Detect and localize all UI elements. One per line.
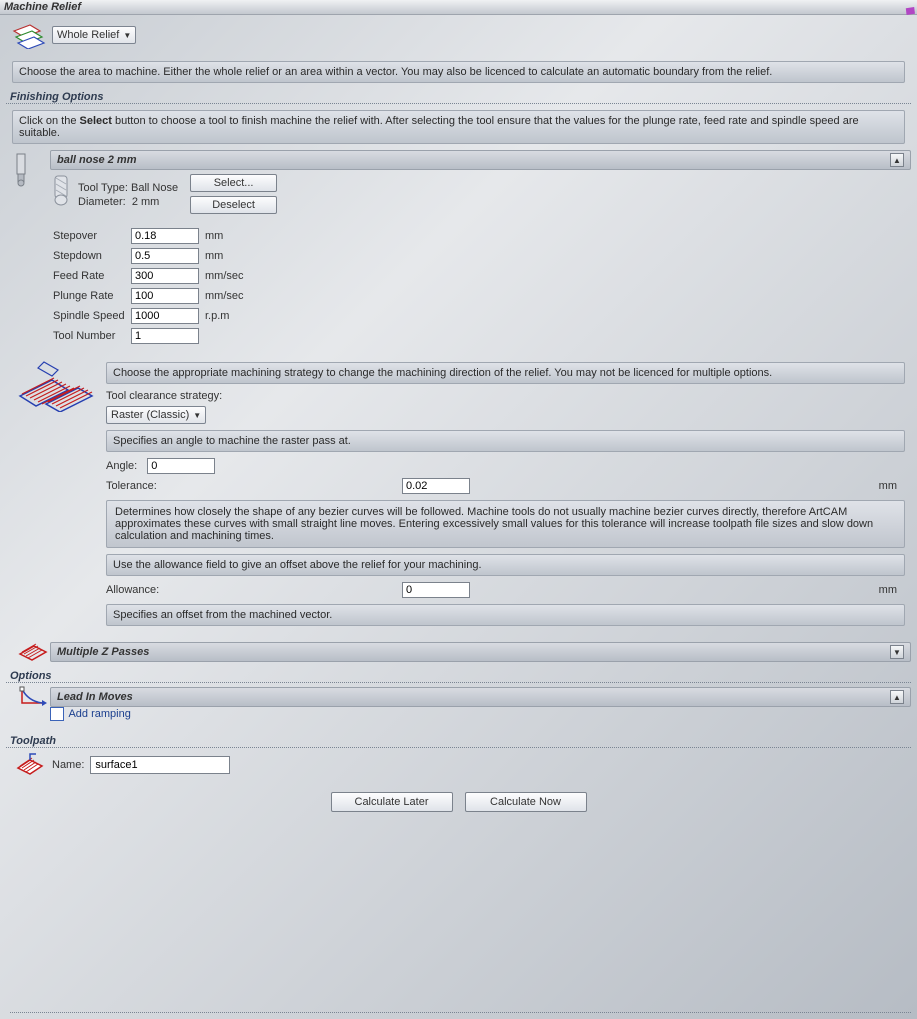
collapse-down-icon[interactable]: ▼ [890, 645, 904, 659]
finishing-title: Finishing Options [6, 89, 911, 104]
tool-tip-icon [50, 174, 72, 208]
tool-type-label: Tool Type: [78, 182, 128, 194]
param-unit: r.p.m [202, 306, 247, 326]
param-row: Stepdown mm [50, 246, 247, 266]
allowance-label: Allowance: [106, 584, 396, 596]
tool-type-value: Ball Nose [131, 182, 178, 194]
strategy-label: Tool clearance strategy: [106, 390, 905, 402]
strategy-dropdown-label: Raster (Classic) [111, 409, 189, 421]
strategy-info: Choose the appropriate machining strateg… [106, 362, 905, 384]
tool-params-table: Stepover mm Stepdown mm Feed Rate mm/sec Pl… [50, 226, 247, 346]
plungerate-input[interactable] [131, 288, 199, 304]
add-ramping-link[interactable]: Add ramping [68, 708, 130, 720]
tool-diameter-value: 2 mm [132, 196, 160, 208]
param-unit: mm/sec [202, 266, 247, 286]
tool-header-label: ball nose 2 mm [57, 154, 136, 166]
select-tool-button[interactable]: Select... [190, 174, 277, 192]
collapse-up-icon[interactable]: ▲ [890, 153, 904, 167]
param-row: Plunge Rate mm/sec [50, 286, 247, 306]
param-unit [202, 326, 247, 346]
allowance-unit: mm [879, 584, 905, 596]
param-label: Tool Number [50, 326, 128, 346]
toolnumber-input[interactable] [131, 328, 199, 344]
raster-strategy-icon [12, 356, 96, 412]
deselect-tool-button[interactable]: Deselect [190, 196, 277, 214]
multiz-header-label: Multiple Z Passes [57, 646, 149, 658]
stepover-input[interactable] [131, 228, 199, 244]
calculate-later-button[interactable]: Calculate Later [331, 792, 453, 812]
param-row: Stepover mm [50, 226, 247, 246]
collapse-up-icon[interactable]: ▲ [890, 690, 904, 704]
param-row: Spindle Speed r.p.m [50, 306, 247, 326]
tolerance-unit: mm [879, 480, 905, 492]
param-unit: mm [202, 246, 247, 266]
tolerance-label: Tolerance: [106, 480, 396, 492]
calculate-now-button[interactable]: Calculate Now [465, 792, 587, 812]
panel-title: Machine Relief ◆ [0, 0, 917, 15]
param-label: Feed Rate [50, 266, 128, 286]
area-dropdown[interactable]: Whole Relief ▼ [52, 26, 136, 44]
finishing-info-post: button to choose a tool to finish machin… [19, 115, 859, 139]
finishing-info-pre: Click on the [19, 115, 80, 127]
tool-bit-icon [12, 152, 30, 188]
tolerance-desc: Determines how closely the shape of any … [106, 500, 905, 548]
angle-input[interactable] [147, 458, 215, 474]
chevron-down-icon: ▼ [123, 31, 131, 40]
angle-info: Specifies an angle to machine the raster… [106, 430, 905, 452]
spindlespeed-input[interactable] [131, 308, 199, 324]
leadin-header-label: Lead In Moves [57, 691, 133, 703]
tolerance-input[interactable] [402, 478, 470, 494]
param-row: Feed Rate mm/sec [50, 266, 247, 286]
toolpath-name-label: Name: [52, 759, 84, 771]
multiz-header[interactable]: Multiple Z Passes ▼ [50, 642, 911, 662]
param-label: Stepdown [50, 246, 128, 266]
panel-title-text: Machine Relief [4, 1, 81, 13]
options-title: Options [6, 668, 911, 683]
strategy-dropdown[interactable]: Raster (Classic) ▼ [106, 406, 206, 424]
toolpath-icon [16, 752, 46, 778]
toolpath-name-input[interactable] [90, 756, 230, 774]
chevron-down-icon: ▼ [193, 411, 201, 420]
allowance-input[interactable] [402, 582, 470, 598]
toolpath-title: Toolpath [6, 733, 911, 748]
footer-divider [10, 1012, 911, 1013]
multiz-icon [18, 640, 48, 662]
tool-header[interactable]: ball nose 2 mm ▲ [50, 150, 911, 170]
add-ramping-checkbox[interactable] [50, 707, 64, 721]
param-label: Plunge Rate [50, 286, 128, 306]
leadin-icon [18, 685, 48, 711]
relief-area-icon [10, 21, 46, 49]
param-label: Stepover [50, 226, 128, 246]
param-row: Tool Number [50, 326, 247, 346]
allowance-desc: Specifies an offset from the machined ve… [106, 604, 905, 626]
tool-diameter-label: Diameter: [78, 196, 126, 208]
param-unit: mm/sec [202, 286, 247, 306]
finishing-info-bold: Select [80, 115, 112, 127]
finishing-info: Click on the Select button to choose a t… [12, 110, 905, 144]
angle-label: Angle: [106, 460, 137, 472]
feedrate-input[interactable] [131, 268, 199, 284]
area-info: Choose the area to machine. Either the w… [12, 61, 905, 83]
leadin-header[interactable]: Lead In Moves ▲ [50, 687, 911, 707]
tool-meta-labels: Tool Type: Ball Nose Diameter: 2 mm [78, 174, 178, 210]
area-dropdown-label: Whole Relief [57, 29, 119, 41]
param-label: Spindle Speed [50, 306, 128, 326]
param-unit: mm [202, 226, 247, 246]
allowance-info: Use the allowance field to give an offse… [106, 554, 905, 576]
stepdown-input[interactable] [131, 248, 199, 264]
